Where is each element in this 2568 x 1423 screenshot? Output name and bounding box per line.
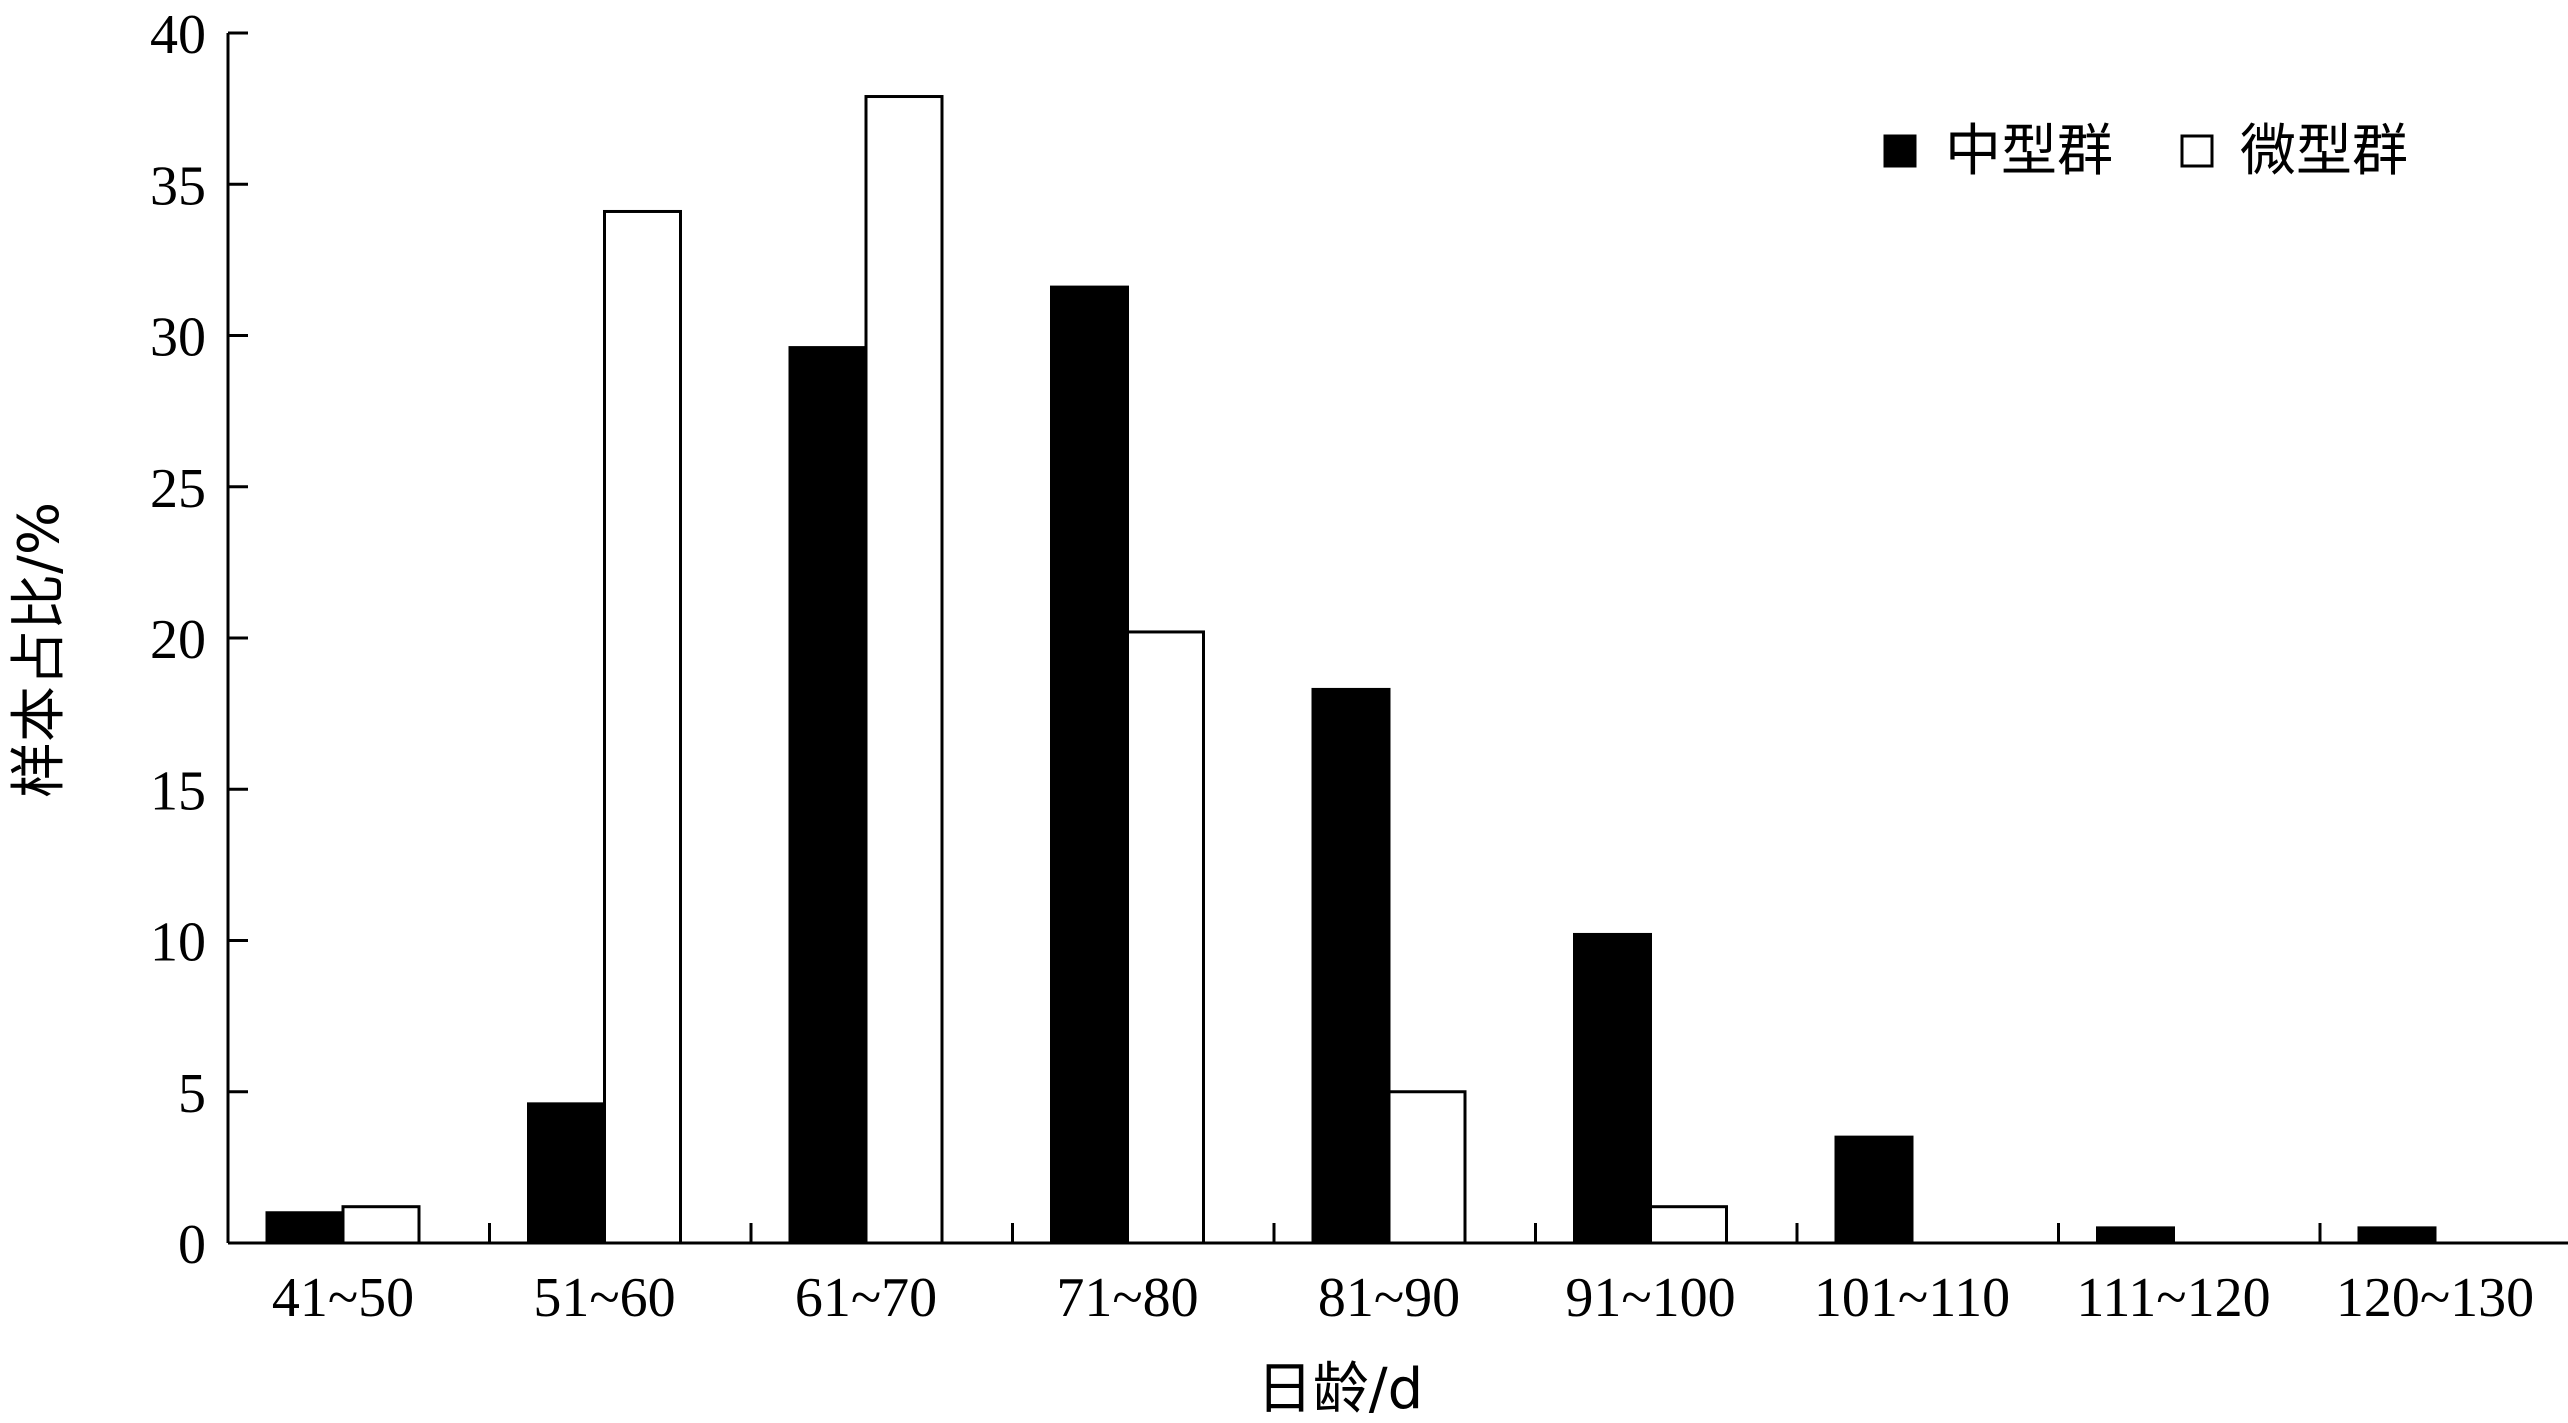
y-tick-label-0: 0 <box>178 1214 206 1276</box>
plot-area: 0 5 10 15 20 25 30 35 40 41~50 51~60 61~70 71~80 81~9… <box>150 4 2568 1329</box>
legend-label-medium: 中型群 <box>1945 119 2113 184</box>
x-tick-label-2: 61~70 <box>795 1267 937 1329</box>
bar-medium-8 <box>2357 1226 2437 1245</box>
x-tick-label-4: 81~90 <box>1318 1267 1460 1329</box>
x-tick-label-3: 71~80 <box>1056 1267 1198 1329</box>
y-tick-label-20: 20 <box>150 609 206 671</box>
bar-micro-0 <box>341 1205 421 1245</box>
y-tick-label-40: 40 <box>150 4 206 66</box>
bar-medium-0 <box>265 1211 345 1245</box>
bar-medium-1 <box>527 1102 606 1245</box>
x-tick-label-7: 111~120 <box>2076 1267 2270 1329</box>
bar-medium-7 <box>2096 1226 2175 1245</box>
x-tick-label-0: 41~50 <box>272 1267 414 1329</box>
bar-micro-1 <box>603 209 682 1245</box>
bar-medium-6 <box>1834 1135 1914 1245</box>
y-tick-label-25: 25 <box>150 458 206 520</box>
y-axis-title: 样本占比/% <box>7 502 72 798</box>
bar-medium-2 <box>788 346 868 1245</box>
bar-medium-4 <box>1311 687 1391 1245</box>
bar-medium-3 <box>1050 285 1129 1245</box>
y-tick-label-30: 30 <box>150 307 206 369</box>
bar-micro-4 <box>1387 1090 1467 1245</box>
y-tick-label-5: 5 <box>178 1063 206 1125</box>
x-tick-label-8: 120~130 <box>2336 1267 2534 1329</box>
bar-medium-5 <box>1573 932 1652 1245</box>
bar-micro-2 <box>864 95 944 1245</box>
y-tick-label-15: 15 <box>150 760 206 822</box>
legend-swatch-micro <box>2180 134 2214 168</box>
bar-micro-3 <box>1126 630 1205 1245</box>
x-tick-label-1: 51~60 <box>533 1267 675 1329</box>
y-tick-label-10: 10 <box>150 912 206 974</box>
legend-swatch-medium <box>1883 134 1917 168</box>
bar-micro-5 <box>1649 1205 1728 1245</box>
x-axis-title: 日龄/d <box>1257 1357 1423 1422</box>
x-tick-label-5: 91~100 <box>1565 1267 1735 1329</box>
x-tick-label-6: 101~110 <box>1814 1267 2010 1329</box>
y-tick-label-35: 35 <box>150 155 206 217</box>
legend: 中型群 微型群 <box>1883 119 2408 184</box>
legend-label-micro: 微型群 <box>2240 119 2408 184</box>
